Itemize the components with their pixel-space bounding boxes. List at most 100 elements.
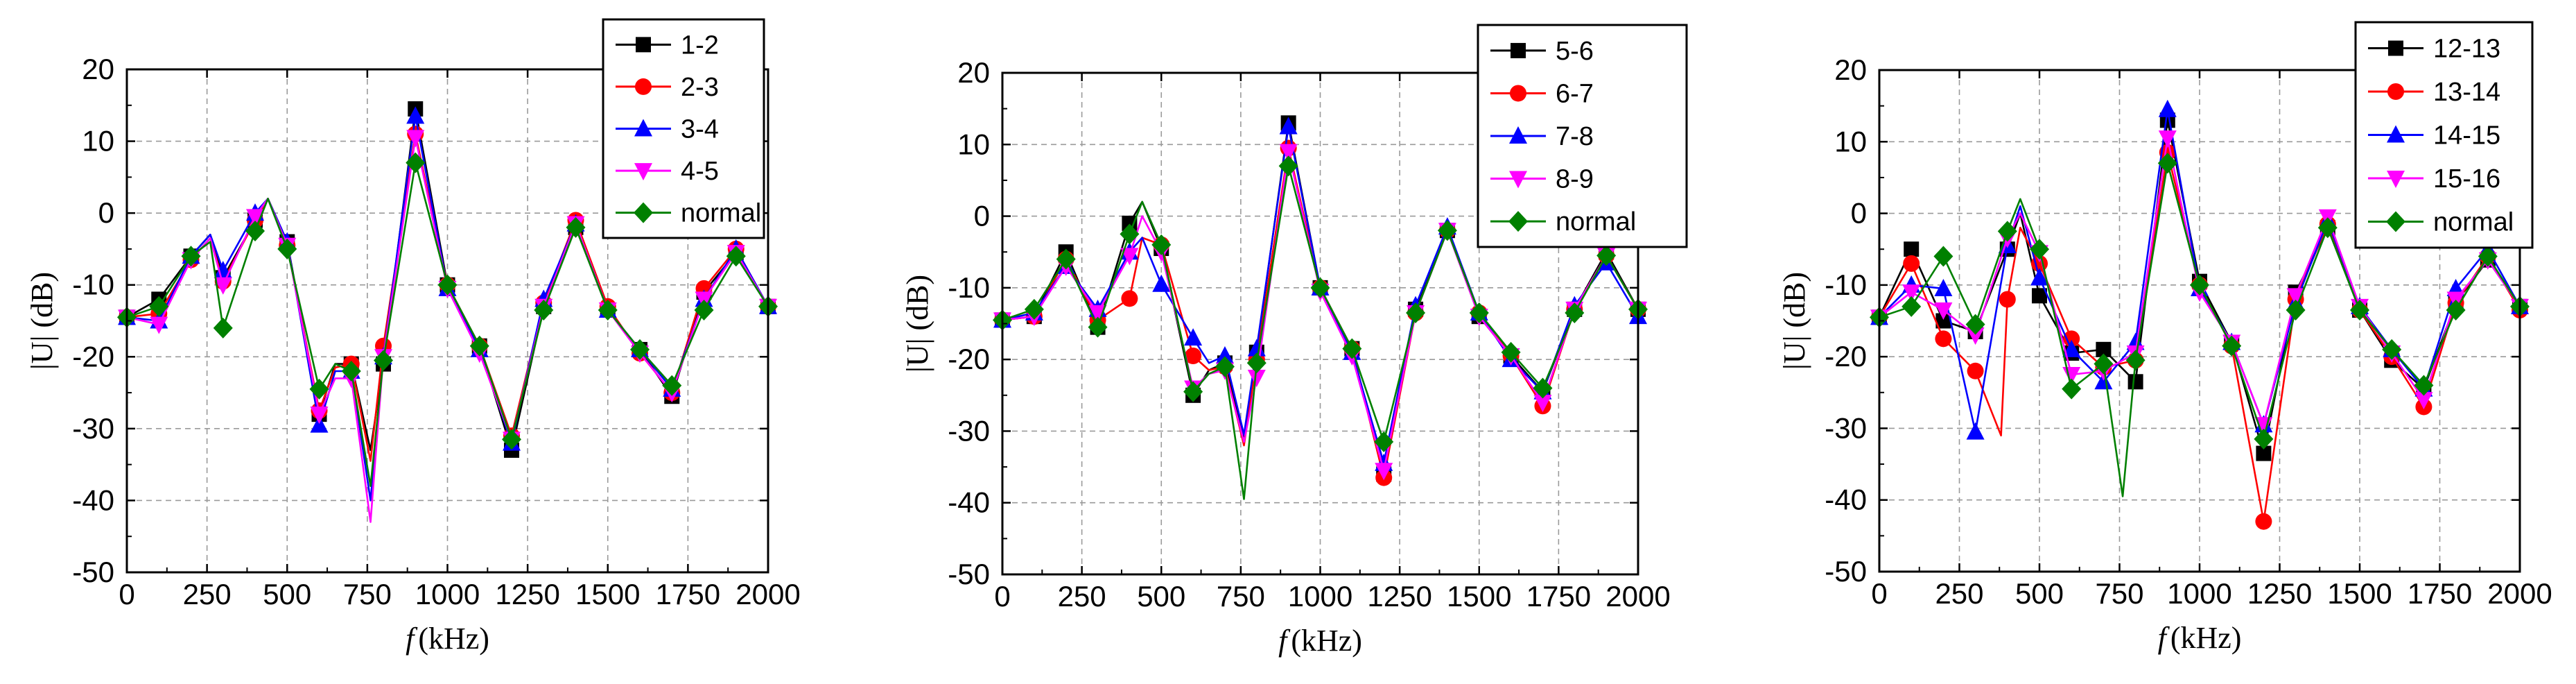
data-point: [2254, 428, 2274, 450]
series-normal: [117, 152, 778, 488]
series-normal: [993, 155, 1648, 500]
y-tick-label: 0: [1851, 197, 1867, 230]
y-tick-label: 10: [957, 128, 990, 160]
data-point: [2032, 288, 2047, 304]
x-axis-label: f (kHz): [2158, 621, 2242, 655]
data-point: [1965, 314, 1985, 335]
data-point: [1999, 291, 2016, 308]
data-point: [1901, 296, 1922, 317]
data-point: [277, 238, 297, 259]
data-point: [245, 221, 265, 242]
data-point: [1935, 313, 1951, 329]
data-point: [1024, 298, 1044, 320]
y-tick-label: 20: [957, 56, 990, 89]
data-point: [2096, 341, 2112, 357]
legend-swatch-marker: [2388, 40, 2403, 56]
data-point: [2256, 445, 2272, 461]
x-axis-label: f (kHz): [1278, 624, 1362, 658]
x-tick-label: 1500: [1447, 580, 1511, 613]
data-point: [406, 152, 426, 173]
chart-panel-3: 0 250 500 750 1000 1250 1500 1750 2000 -50 -40 -30 -…: [1777, 21, 2552, 655]
y-tick-label: -50: [72, 556, 114, 588]
data-point: [1120, 223, 1140, 245]
y-tick-label: -20: [948, 343, 990, 375]
data-point: [1120, 248, 1139, 266]
legend-swatch-marker: [2387, 171, 2405, 188]
data-point: [1406, 302, 1426, 324]
data-point: [662, 375, 682, 396]
x-axis-label-italic: f: [406, 622, 418, 656]
legend-swatch-marker: [636, 37, 651, 53]
data-point: [1533, 377, 1553, 399]
x-tick-label: 1500: [2327, 577, 2392, 610]
data-point: [502, 429, 521, 450]
legend-label: 8-9: [1556, 165, 1594, 194]
y-tick-label: -30: [72, 412, 114, 445]
data-point: [1122, 215, 1138, 231]
data-point: [1933, 246, 1953, 267]
data-point: [1469, 302, 1489, 324]
x-tick-label: 2000: [2487, 577, 2552, 610]
data-point: [1215, 345, 1234, 364]
data-point: [1247, 339, 1266, 357]
x-tick-label: 1500: [575, 578, 640, 610]
legend-swatch-marker: [1511, 42, 1526, 58]
x-tick-label: 1250: [495, 578, 559, 610]
data-point: [2478, 246, 2498, 267]
y-tick-label: -50: [948, 558, 990, 590]
series-line: [1879, 137, 2521, 426]
data-point: [2382, 339, 2402, 360]
data-point: [1375, 463, 1393, 481]
y-tick-label: -20: [1825, 340, 1867, 373]
data-point: [1533, 395, 1552, 413]
data-point: [2414, 392, 2433, 410]
data-point: [1185, 347, 1202, 364]
y-axis-label: |U| (dB): [900, 275, 934, 373]
legend: 5-6 6-7 7-8 8-9 normal: [1477, 24, 1688, 248]
y-tick-label: 10: [1834, 125, 1867, 157]
x-axis-label-unit: (kHz): [418, 622, 489, 656]
legend-label: 6-7: [1556, 79, 1594, 108]
data-point: [2255, 513, 2272, 530]
data-point: [2446, 300, 2466, 321]
y-tick-label: -20: [72, 340, 114, 373]
data-point: [374, 350, 393, 371]
legend-swatch-marker: [2387, 83, 2404, 100]
y-tick-label: -50: [1825, 555, 1867, 588]
legend-label: 5-6: [1556, 37, 1594, 66]
data-point: [598, 299, 618, 320]
data-point: [309, 378, 329, 400]
x-tick-label: 250: [1058, 580, 1106, 613]
data-point: [1247, 369, 1266, 387]
legend-swatch-marker: [635, 78, 652, 95]
data-point: [406, 130, 425, 148]
data-point: [2063, 330, 2080, 348]
x-tick-label: 750: [2095, 577, 2143, 610]
legend-swatch-marker: [634, 202, 653, 223]
y-tick-label: 0: [98, 196, 114, 229]
x-axis-label-italic: f: [1278, 624, 1291, 658]
data-point: [566, 216, 586, 238]
data-point: [1310, 277, 1330, 298]
x-tick-label: 750: [343, 578, 392, 610]
data-point: [1056, 248, 1076, 270]
x-axis-label-italic: f: [2158, 621, 2170, 655]
x-tick-label: 1000: [415, 578, 480, 610]
data-point: [2222, 335, 2242, 357]
legend-label: 3-4: [681, 115, 719, 144]
data-point: [341, 361, 361, 382]
data-point: [1246, 352, 1267, 374]
x-tick-label: 2000: [736, 578, 800, 610]
series-line: [1879, 108, 2521, 433]
legend-label: normal: [2433, 208, 2514, 237]
data-point: [437, 274, 458, 296]
legend-label: 15-16: [2433, 164, 2500, 194]
data-point: [2286, 300, 2306, 321]
data-point: [1279, 144, 1298, 162]
data-point: [1342, 338, 1362, 359]
y-tick-label: -40: [1825, 484, 1867, 516]
y-tick-label: -10: [72, 268, 114, 301]
legend-label: 2-3: [681, 73, 719, 102]
data-point: [213, 317, 233, 339]
data-point: [2317, 217, 2338, 239]
